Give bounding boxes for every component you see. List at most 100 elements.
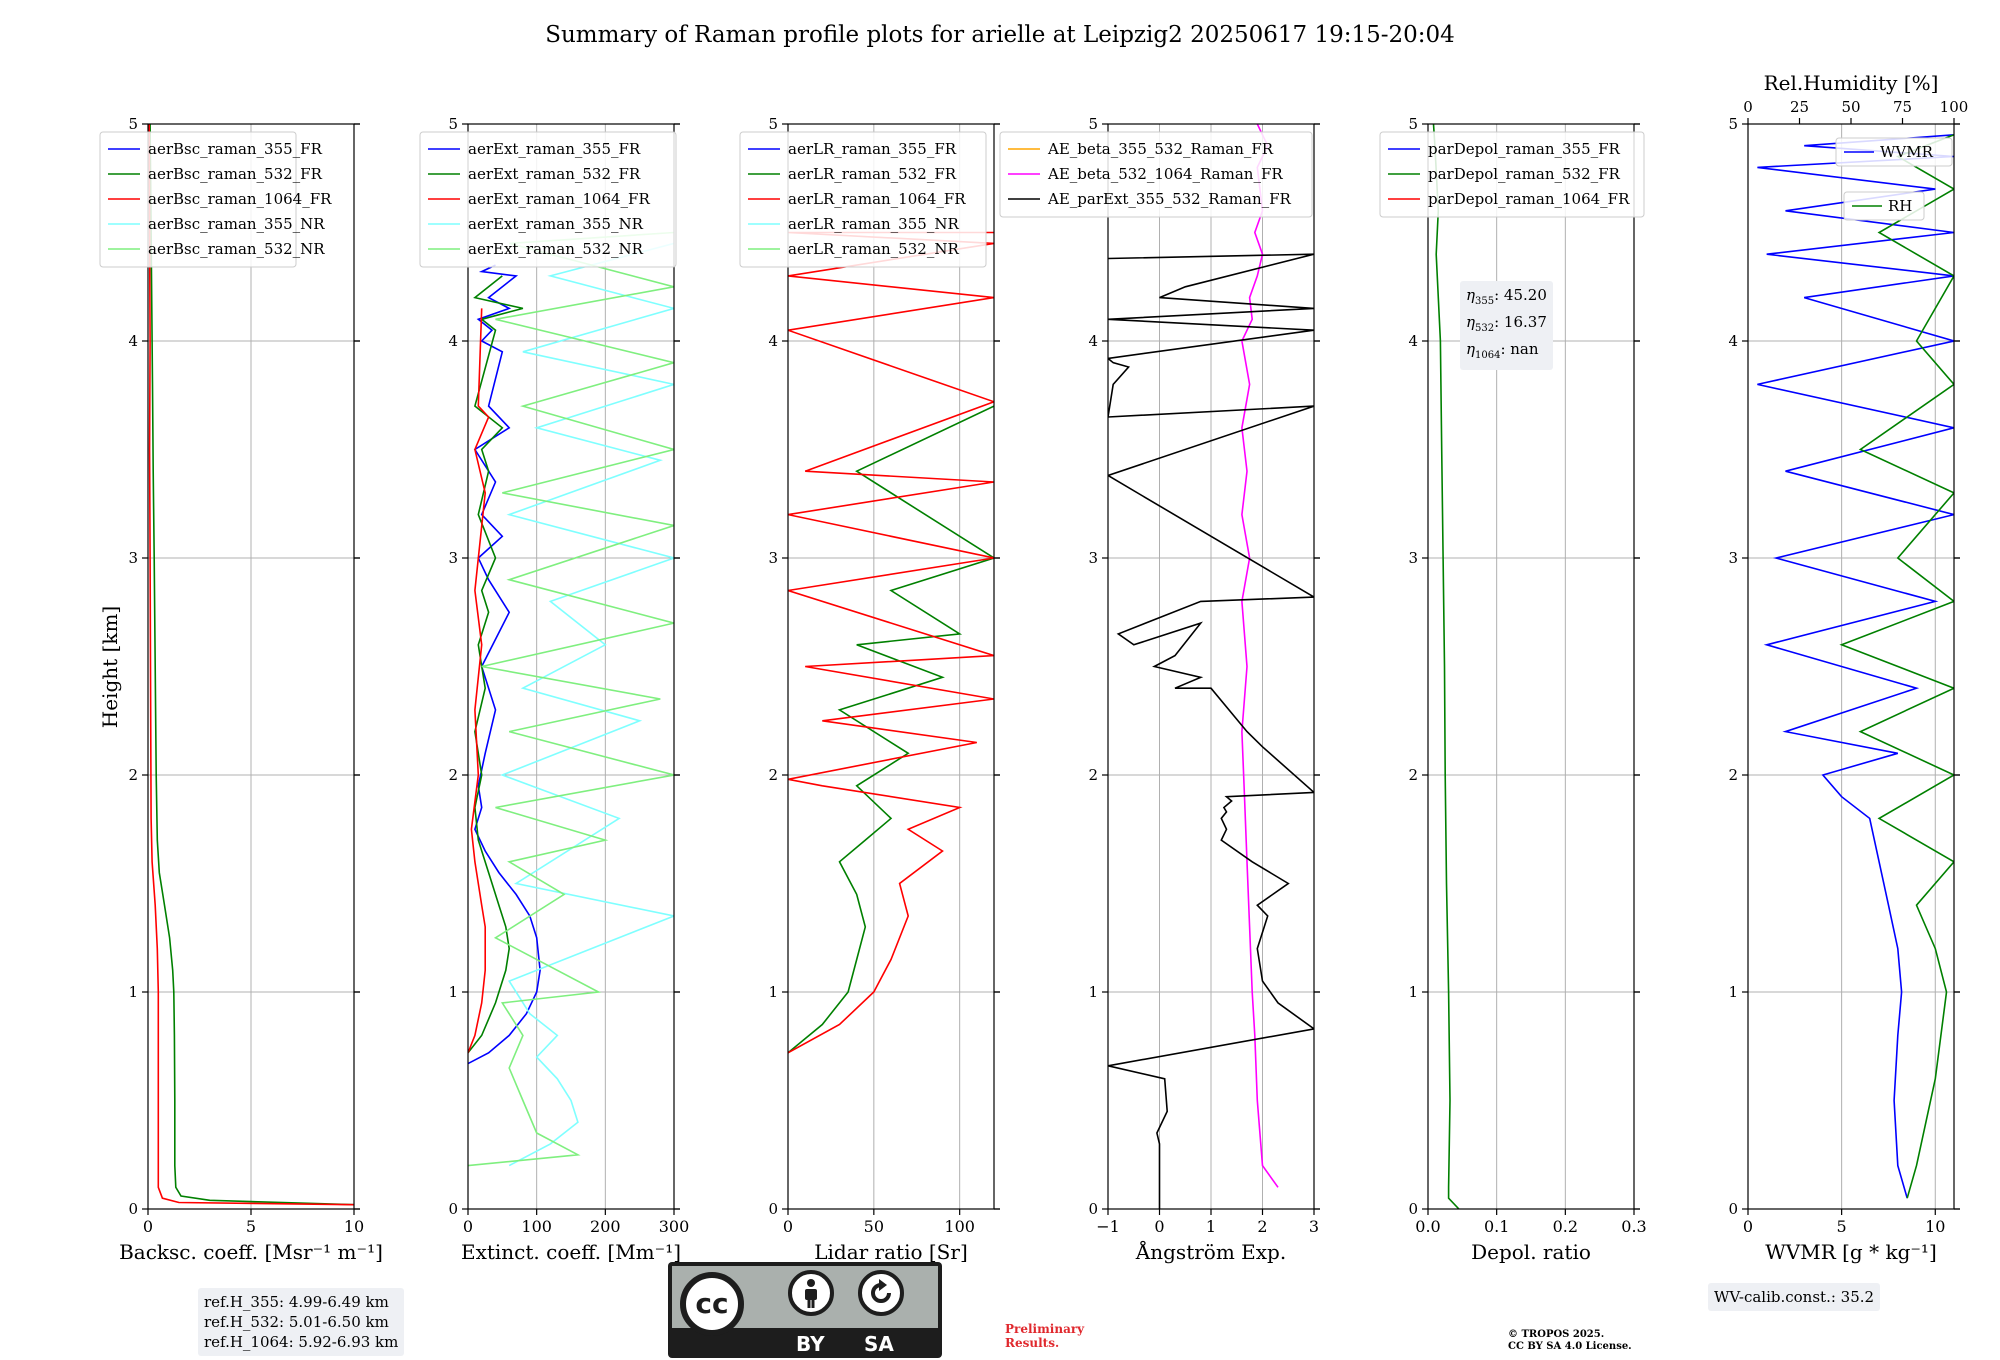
y-tick-label-lr-0: 0 xyxy=(768,1200,778,1218)
panel-lr: 0 50 100 0 1 2 3 4 5 Lidar ratio [Sr] aerLR_raman_… xyxy=(739,115,1000,1264)
legend-box-ext xyxy=(419,131,677,268)
legend-box-lr xyxy=(739,131,987,268)
legend-label-ext-0: aerExt_raman_355_FR xyxy=(468,140,641,158)
wv-calib-box: WV-calib.const.: 35.2 xyxy=(1708,1283,1881,1311)
x-tick-label-wv-2: 10 xyxy=(1925,1217,1945,1236)
legend-box-wv-1 xyxy=(1843,191,1925,221)
legend-label-bsc-4: aerBsc_raman_532_NR xyxy=(148,240,325,258)
eta-355-symbol: η xyxy=(1466,286,1475,304)
sa-share-icon xyxy=(858,1270,904,1316)
legend-label-lr-4: aerLR_raman_532_NR xyxy=(788,240,959,258)
copyright-note: © TROPOS 2025. CC BY SA 4.0 License. xyxy=(1508,1329,1632,1353)
eta-532-symbol: η xyxy=(1466,313,1475,331)
cc-license-badge: cc BY SA xyxy=(668,1262,942,1358)
y-tick-label-ext-1: 1 xyxy=(448,983,458,1001)
y-tick-label-depol-5: 5 xyxy=(1408,115,1418,133)
series-line-lr-1 xyxy=(788,405,994,1054)
series-line-ext-1 xyxy=(468,275,524,1054)
top-axis-label-wv: Rel.Humidity [%] xyxy=(1764,71,1939,95)
y-tick-label-lr-5: 5 xyxy=(768,115,778,133)
series-line-wv-1 xyxy=(1839,134,1954,1199)
x-tick-label-bsc-0: 0 xyxy=(143,1217,153,1236)
legend-label-lr-1: aerLR_raman_532_FR xyxy=(788,165,957,183)
y-tick-label-bsc-3: 3 xyxy=(128,549,138,567)
preliminary-line-1: Preliminary xyxy=(1005,1322,1085,1336)
cc-label-by: BY xyxy=(796,1332,825,1356)
x-tick-label-wv-0: 0 xyxy=(1743,1217,1753,1236)
axes-frame-ext xyxy=(467,123,675,1210)
y-tick-label-ae-5: 5 xyxy=(1088,115,1098,133)
y-tick-label-wv-5: 5 xyxy=(1728,115,1738,133)
top-tick-label-wv-0: 0 xyxy=(1743,98,1753,116)
series-line-bsc-2 xyxy=(148,124,354,1206)
legend-label-ae-0: AE_beta_355_532_Raman_FR xyxy=(1047,140,1274,158)
eta-1064-sub: 1064 xyxy=(1475,350,1501,361)
eta-532-sub: 532 xyxy=(1475,323,1495,334)
legend-box-ae xyxy=(999,131,1313,218)
x-tick-label-ae-0: −1 xyxy=(1096,1217,1120,1236)
x-tick-label-ae-4: 3 xyxy=(1309,1217,1319,1236)
legend-label-bsc-0: aerBsc_raman_355_FR xyxy=(148,140,323,158)
y-tick-label-ext-3: 3 xyxy=(448,549,458,567)
x-tick-label-ae-3: 2 xyxy=(1257,1217,1267,1236)
ref-height-532: ref.H_532: 5.01-6.50 km xyxy=(204,1313,389,1331)
eta-532: η532: 16.37 xyxy=(1466,312,1547,339)
y-tick-label-wv-0: 0 xyxy=(1728,1200,1738,1218)
x-axis-label-depol: Depol. ratio xyxy=(1471,1240,1591,1264)
y-tick-label-ae-0: 0 xyxy=(1088,1200,1098,1218)
y-tick-label-ext-0: 0 xyxy=(448,1200,458,1218)
legend-label-wv-0: WVMR xyxy=(1880,143,1934,161)
ref-height-1064: ref.H_1064: 5.92-6.93 km xyxy=(204,1333,399,1351)
x-tick-label-ext-0: 0 xyxy=(463,1217,473,1236)
y-axis-label: Height [km] xyxy=(98,606,122,728)
person-icon xyxy=(805,1279,817,1308)
x-tick-label-bsc-1: 5 xyxy=(246,1217,256,1236)
legend-label-ae-2: AE_parExt_355_532_Raman_FR xyxy=(1047,190,1292,208)
series-line-lr-2 xyxy=(788,231,994,1054)
legend-label-ext-1: aerExt_raman_532_FR xyxy=(468,165,641,183)
panel-bsc: 0 5 10 0 1 2 3 4 5 Backsc. coeff. [Msr⁻¹ m⁻¹] aerB… xyxy=(99,115,383,1264)
x-tick-label-depol-3: 0.3 xyxy=(1621,1217,1646,1236)
series-line-ext-4 xyxy=(468,231,674,1167)
panel-ext: 0 100 200 300 0 1 2 3 4 5 Extinct. coeff. [Mm⁻¹] ae… xyxy=(419,115,689,1264)
x-tick-label-lr-1: 50 xyxy=(864,1217,884,1236)
x-tick-label-ext-2: 200 xyxy=(590,1217,621,1236)
series-line-ae-1 xyxy=(1241,124,1279,1188)
y-tick-label-bsc-1: 1 xyxy=(128,983,138,1001)
eta-box: η355: 45.20 η532: 16.37 η1064: nan xyxy=(1460,281,1553,370)
y-tick-label-bsc-4: 4 xyxy=(128,332,138,350)
by-person-icon xyxy=(788,1270,834,1316)
x-axis-label-lr: Lidar ratio [Sr] xyxy=(814,1240,968,1264)
top-tick-label-wv-4: 100 xyxy=(1940,98,1969,116)
axes-frame-wv xyxy=(1747,123,1955,1210)
x-tick-label-bsc-2: 10 xyxy=(344,1217,364,1236)
series-line-wv-0 xyxy=(1757,134,1954,1199)
x-tick-label-lr-2: 100 xyxy=(944,1217,975,1236)
y-tick-label-lr-3: 3 xyxy=(768,549,778,567)
cc-label-sa: SA xyxy=(864,1332,894,1356)
legend-label-ext-2: aerExt_raman_1064_FR xyxy=(468,190,650,208)
eta-355-sub: 355 xyxy=(1475,296,1495,307)
series-line-ext-0 xyxy=(468,264,541,1065)
y-tick-label-wv-1: 1 xyxy=(1728,983,1738,1001)
y-tick-label-ae-3: 3 xyxy=(1088,549,1098,567)
cc-logo-icon: cc xyxy=(680,1272,744,1336)
x-axis-label-bsc: Backsc. coeff. [Msr⁻¹ m⁻¹] xyxy=(119,1240,383,1264)
legend-label-depol-0: parDepol_raman_355_FR xyxy=(1428,140,1621,158)
y-tick-label-bsc-5: 5 xyxy=(128,115,138,133)
series-line-ext-3 xyxy=(500,242,674,1167)
x-tick-label-depol-2: 0.2 xyxy=(1553,1217,1578,1236)
legend-label-ae-1: AE_beta_532_1064_Raman_FR xyxy=(1047,165,1283,183)
legend-label-ext-4: aerExt_raman_532_NR xyxy=(468,240,644,258)
eta-532-value: : 16.37 xyxy=(1494,313,1547,331)
figure-title: Summary of Raman profile plots for ariel… xyxy=(545,22,1455,48)
legend-box-bsc xyxy=(99,131,297,268)
series-line-ext-2 xyxy=(468,308,490,1054)
legend-label-depol-2: parDepol_raman_1064_FR xyxy=(1428,190,1630,208)
legend-box-wv-0 xyxy=(1835,137,1953,167)
x-tick-label-depol-1: 0.1 xyxy=(1484,1217,1509,1236)
y-tick-label-lr-2: 2 xyxy=(768,766,778,784)
x-tick-label-lr-0: 0 xyxy=(783,1217,793,1236)
y-tick-label-bsc-2: 2 xyxy=(128,766,138,784)
